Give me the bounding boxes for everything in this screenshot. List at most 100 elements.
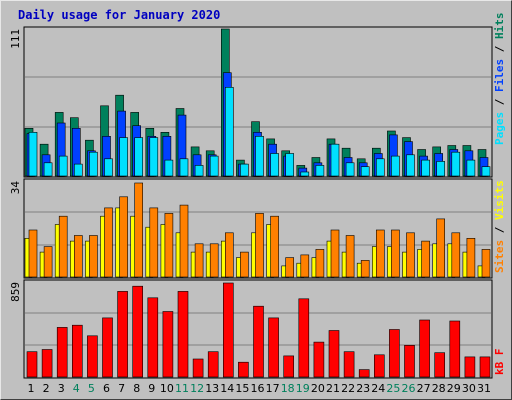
pages-bar-31 — [481, 166, 491, 177]
kbytes-bar-4 — [72, 324, 83, 378]
kbytes-bar-25 — [389, 329, 400, 378]
kbytes-bar-29 — [449, 320, 461, 378]
kbytes-bar-31 — [479, 356, 491, 378]
kbytes-bar-24 — [373, 354, 385, 378]
day-label: 3 — [58, 382, 65, 395]
day-label: 1 — [28, 382, 35, 395]
sites-bar-21 — [330, 229, 340, 278]
kbytes-bar-18 — [283, 355, 295, 378]
pages-bar-15 — [240, 163, 249, 177]
day-label: 12 — [190, 382, 204, 395]
day-label: 18 — [281, 382, 295, 395]
pages-bar-14 — [225, 87, 234, 177]
sites-bar-14 — [225, 232, 234, 278]
day-label: 21 — [326, 382, 340, 395]
pages-bar-4 — [74, 163, 83, 177]
sites-bar-29 — [451, 232, 461, 278]
kbytes-bar-5 — [87, 335, 98, 378]
pages-bar-28 — [436, 161, 446, 177]
legend-separator-3: / — [493, 220, 506, 240]
sites-bar-20 — [315, 249, 325, 278]
day-label: 17 — [266, 382, 280, 395]
hits-panel-legend: Pages / Files / Hits — [493, 13, 506, 146]
kbytes-bar-16 — [253, 305, 264, 378]
kbytes-ymax-label: 859 — [9, 282, 22, 302]
kbytes-bar-30 — [464, 356, 476, 378]
sites-bar-28 — [436, 218, 446, 278]
day-label: 5 — [88, 382, 95, 395]
day-label: 14 — [220, 382, 234, 395]
legend-separator-1: / — [493, 92, 506, 112]
sites-bar-18 — [285, 257, 295, 278]
kbytes-bar-28 — [434, 352, 446, 378]
kbytes-bar-13 — [207, 351, 219, 378]
kbytes-bar-19 — [298, 298, 310, 378]
pages-bar-18 — [285, 153, 295, 177]
day-label: 15 — [235, 382, 249, 395]
pages-bar-21 — [330, 143, 340, 177]
kbytes-bar-15 — [238, 361, 249, 378]
legend-kbytes: kB F — [493, 349, 506, 376]
pages-bar-16 — [255, 136, 264, 177]
day-label: 11 — [175, 382, 189, 395]
sites-bar-8 — [134, 182, 143, 278]
day-label: 27 — [417, 382, 431, 395]
pages-bar-17 — [270, 153, 279, 177]
legend-files: Files — [493, 59, 506, 92]
day-label: 31 — [477, 382, 491, 395]
legend-hits: Hits — [493, 13, 506, 40]
kbytes-bar-21 — [328, 330, 340, 378]
kbytes-bar-10 — [162, 311, 174, 378]
sites-bar-15 — [240, 251, 249, 278]
chart-title: Daily usage for January 2020 — [18, 8, 221, 22]
sites-bar-31 — [481, 249, 491, 278]
bars — [24, 28, 491, 378]
day-label: 2 — [43, 382, 50, 395]
sites-bar-9 — [149, 207, 159, 278]
legend-separator-2: / — [493, 39, 506, 59]
pages-bar-29 — [451, 151, 461, 177]
day-label: 24 — [371, 382, 385, 395]
legend-sites: Sites — [493, 240, 506, 273]
sites-bar-6 — [104, 207, 113, 278]
pages-bar-3 — [58, 155, 68, 177]
sites-bar-1 — [28, 229, 38, 278]
kbytes-bar-27 — [419, 319, 430, 378]
sites-bar-5 — [89, 235, 98, 278]
sites-bar-17 — [270, 215, 279, 278]
sites-bar-30 — [466, 238, 476, 278]
sites-bar-13 — [209, 243, 219, 278]
sites-bar-10 — [164, 213, 174, 278]
day-axis-labels: 1 2 3 4 5 6 7 8 9 10 11 12 13 14 15 16 17 18 19 20 21 22 23 24 2… — [28, 382, 492, 395]
legend-visits: Visits — [493, 180, 506, 220]
sites-ymax-label: 34 — [9, 181, 22, 195]
day-label: 4 — [73, 382, 80, 395]
sites-bar-24 — [375, 229, 385, 278]
legend-pages: Pages — [493, 112, 506, 145]
sites-bar-3 — [58, 215, 68, 278]
kbytes-bar-9 — [147, 297, 159, 378]
pages-bar-27 — [421, 159, 430, 177]
day-label: 6 — [103, 382, 110, 395]
day-label: 20 — [311, 382, 325, 395]
day-label: 13 — [205, 382, 219, 395]
sites-bar-2 — [43, 246, 53, 278]
pages-bar-19 — [300, 171, 310, 177]
pages-bar-23 — [360, 166, 370, 177]
sites-bar-25 — [391, 229, 400, 278]
day-label: 10 — [160, 382, 174, 395]
pages-bar-11 — [179, 158, 189, 177]
pages-bar-1 — [28, 132, 38, 177]
pages-bar-24 — [375, 158, 385, 177]
sites-bar-7 — [119, 196, 128, 278]
day-label: 22 — [341, 382, 355, 395]
kbytes-bar-1 — [26, 351, 38, 378]
day-label: 30 — [462, 382, 476, 395]
pages-bar-2 — [43, 162, 53, 177]
day-label: 7 — [118, 382, 125, 395]
kbytes-bar-2 — [41, 349, 53, 378]
sites-bar-16 — [255, 213, 264, 278]
sites-bar-4 — [74, 235, 83, 278]
day-label: 26 — [402, 382, 416, 395]
